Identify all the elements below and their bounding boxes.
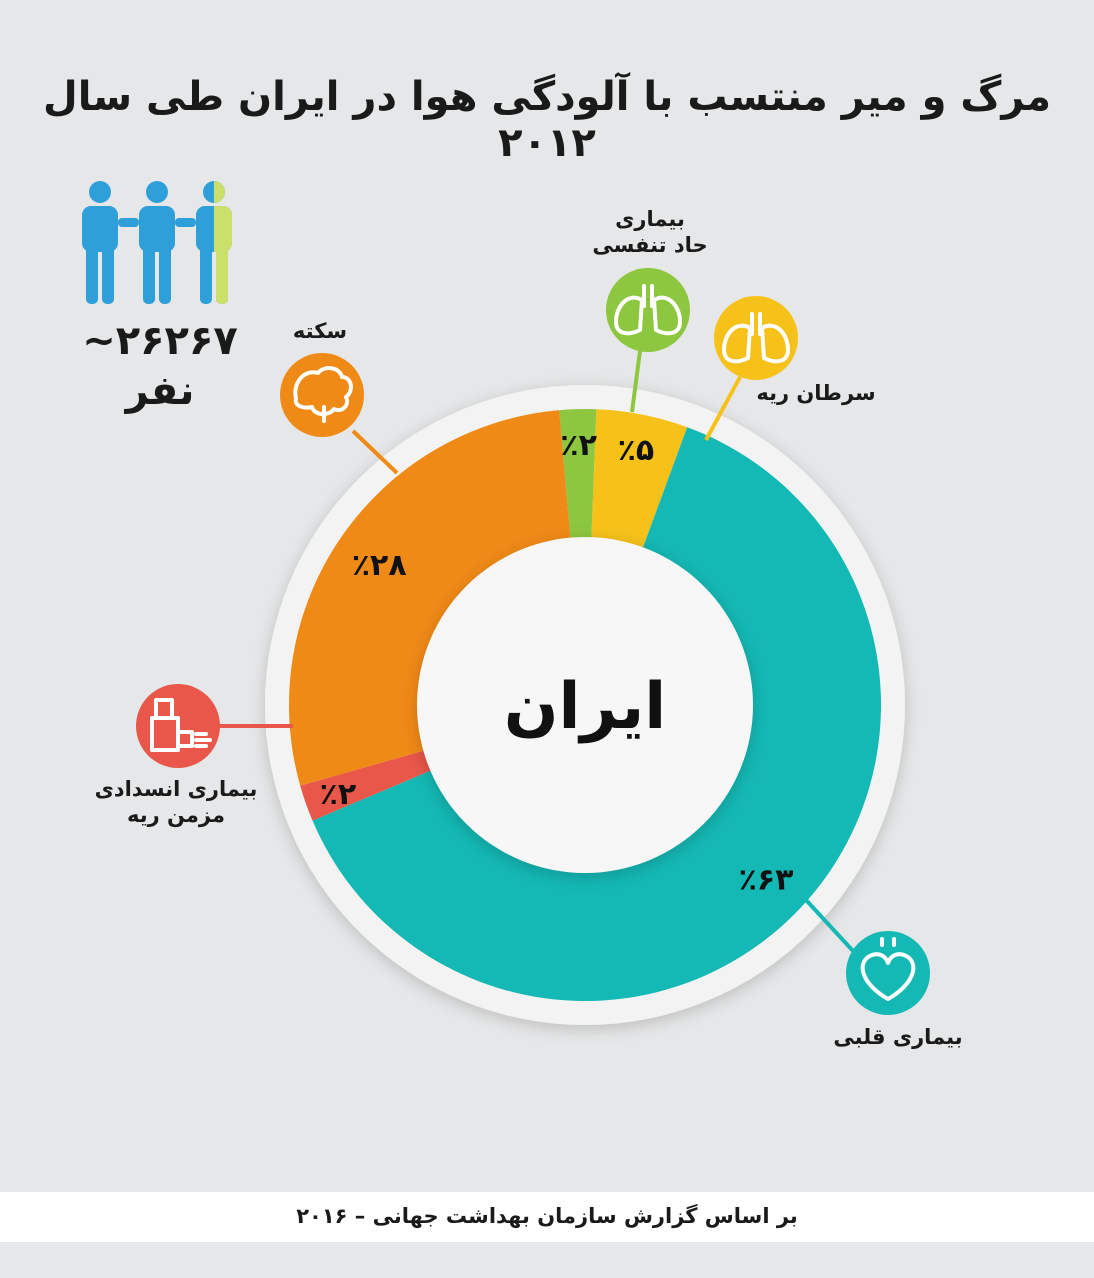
count-value: ~۲۶۲۶۷ xyxy=(82,318,238,364)
chart-title: مرگ و میر منتسب با آلودگی هوا در ایران ط… xyxy=(42,74,1052,166)
slice-stroke xyxy=(288,410,572,786)
value-label-lung_cancer: ٪۵ xyxy=(618,433,655,468)
count-unit: نفر xyxy=(125,368,195,414)
label-heart: بیماری قلبی xyxy=(833,1025,963,1049)
people-icon xyxy=(82,181,232,304)
connector-respiratory xyxy=(630,350,642,413)
slice-copd xyxy=(300,748,440,821)
inhaler-icon xyxy=(136,684,220,768)
brain-icon xyxy=(280,353,364,437)
value-label-stroke: ٪۲۸ xyxy=(352,548,407,583)
source-note: بر اساس گزارش سازمان بهداشت جهانی – ۲۰۱۶ xyxy=(296,1204,798,1228)
value-label-heart: ٪۶۳ xyxy=(739,862,794,897)
label-copd: بیماری انسدادی مزمن ریه xyxy=(94,777,258,828)
lungs-icon xyxy=(606,268,690,352)
center-label: ایران xyxy=(504,670,666,744)
label-lung-cancer: سرطان ریه xyxy=(756,381,876,405)
footer-bar: بر اساس گزارش سازمان بهداشت جهانی – ۲۰۱۶ xyxy=(0,1192,1094,1242)
slice-respiratory xyxy=(559,409,597,548)
heart-icon xyxy=(846,931,930,1015)
connector-lung_cancer xyxy=(704,376,742,441)
total-count: ~۲۶۲۶۷ نفر xyxy=(60,318,260,414)
slice-heart xyxy=(312,427,882,1001)
value-label-respiratory: ٪۲ xyxy=(560,428,597,463)
value-label-copd: ٪۲ xyxy=(320,777,357,812)
connector-heart xyxy=(804,898,856,954)
chart-center-disc xyxy=(417,537,753,873)
label-stroke: سکته xyxy=(292,319,348,343)
slice-lung_cancer xyxy=(591,409,688,557)
lungs-icon xyxy=(714,296,798,380)
connector-stroke xyxy=(351,429,399,475)
label-respiratory: بیماری حاد تنفسی xyxy=(592,207,708,258)
